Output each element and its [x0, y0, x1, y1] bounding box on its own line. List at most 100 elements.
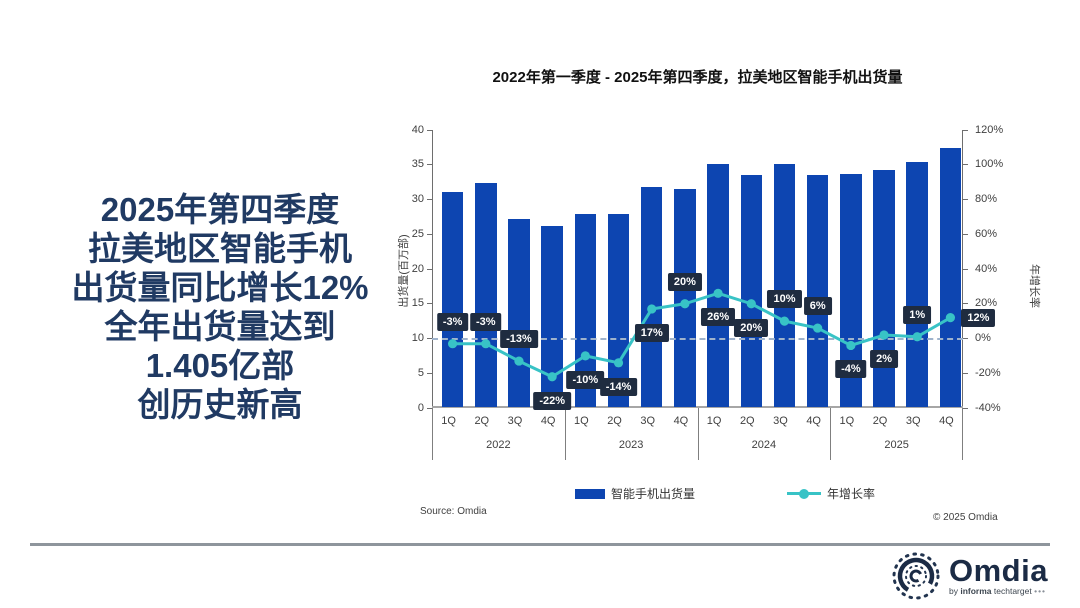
bar-2024-1Q [707, 164, 729, 407]
legend-label-shipments: 智能手机出货量 [610, 487, 695, 501]
right-axis-tick [963, 129, 968, 131]
right-axis-tick [963, 372, 968, 374]
quarter-label: 3Q [507, 415, 523, 427]
line-marker-icon [799, 488, 809, 499]
chart-legend: 智能手机出货量 年增长率 [440, 485, 1010, 502]
growth-label: -22% [533, 391, 571, 410]
growth-label: 2% [870, 350, 898, 369]
bar-2022-2Q [475, 183, 497, 407]
bar-2025-3Q [906, 162, 928, 407]
bar-2024-3Q [773, 164, 796, 407]
left-axis-tick [427, 268, 432, 270]
headline-line: 1.405亿部 [145, 347, 295, 384]
zero-growth-dashed-line [432, 337, 963, 340]
quarter-label: 1Q [839, 415, 855, 427]
growth-point [647, 304, 657, 314]
right-axis-tick-label: 40% [975, 262, 998, 275]
headline: 2025年第四季度 拉美地区智能手机 出货量同比增长12% 全年出货量达到 1.… [28, 190, 412, 424]
bar-2024-4Q [806, 174, 829, 407]
growth-label: -10% [566, 370, 605, 389]
left-axis-tick [427, 338, 432, 339]
left-axis-tick-label: 30 [411, 193, 424, 205]
headline-line: 拉美地区智能手机 [88, 230, 352, 267]
bar-2023-4Q [674, 188, 696, 407]
right-axis-tick-label: -40% [975, 401, 1001, 414]
right-axis-tick [963, 199, 968, 200]
right-axis-tick-label: 120% [975, 123, 1004, 136]
quarter-label: 2Q [739, 415, 755, 427]
quarter-label: 1Q [441, 415, 456, 427]
right-axis-tick [963, 338, 968, 339]
quarter-label: 3Q [640, 415, 656, 427]
growth-label: 20% [734, 318, 769, 337]
bar-2025-1Q [840, 174, 862, 407]
bar-2022-4Q [541, 225, 563, 407]
right-axis-tick-label: 100% [975, 158, 1004, 171]
right-axis-tick [963, 164, 968, 166]
growth-point [613, 358, 624, 368]
growth-point [514, 356, 524, 366]
left-axis-tick-label: 10 [411, 332, 424, 344]
year-label: 2022 [486, 439, 511, 451]
quarter-label: 4Q [806, 415, 821, 427]
bar-2025-2Q [873, 170, 895, 407]
year-label: 2024 [751, 439, 777, 451]
year-label: 2025 [884, 439, 909, 451]
bar-series-swatch [574, 488, 605, 499]
legend-item-growth: 年增长率 [787, 485, 875, 502]
quarter-label: 1Q [574, 415, 589, 427]
left-axis-tick-label: 15 [411, 297, 424, 310]
right-axis-tick [963, 407, 968, 409]
left-axis-tick-label: 20 [411, 262, 424, 275]
growth-point [945, 313, 956, 323]
growth-point [813, 323, 823, 333]
right-axis-tick-label: 20% [975, 297, 998, 310]
x-axis-line [432, 406, 963, 408]
legend-item-shipments: 智能手机出货量 [574, 485, 695, 502]
growth-point [746, 299, 756, 309]
year-group-separator [830, 408, 832, 460]
right-axis-tick [963, 268, 968, 270]
left-axis-tick-label: 5 [417, 366, 424, 379]
right-axis-tick-label: 80% [975, 193, 998, 205]
quarter-label: 3Q [905, 415, 921, 427]
source-note: Source: Omdia [420, 506, 487, 517]
quarter-label: 4Q [673, 415, 689, 427]
headline-line: 2025年第四季度 [100, 191, 340, 228]
legend-label-growth: 年增长率 [827, 487, 876, 501]
bar-2023-2Q [607, 213, 630, 407]
footer-divider [30, 543, 1050, 546]
growth-label: -14% [599, 377, 638, 396]
left-axis-tick-label: 25 [411, 227, 424, 240]
right-axis-tick-label: -20% [975, 366, 1001, 379]
growth-line [452, 291, 952, 379]
tagline-dots-icon: ••• [1034, 586, 1047, 596]
growth-label: -4% [835, 360, 867, 379]
quarter-label: 3Q [773, 415, 788, 427]
bar-2025-4Q [939, 147, 962, 407]
growth-point [547, 372, 557, 382]
quarter-label: 2Q [474, 415, 490, 427]
copyright-note: © 2025 Omdia [933, 512, 998, 523]
left-axis-tick-label: 0 [417, 401, 424, 414]
tagline-suffix: techtarget [993, 586, 1032, 596]
growth-label: 17% [634, 323, 669, 342]
growth-label: -3% [470, 312, 502, 331]
year-group-separator [962, 408, 963, 460]
bar-2024-2Q [740, 174, 763, 407]
left-axis-tick-label: 35 [411, 158, 424, 171]
growth-point [912, 332, 922, 342]
growth-point [481, 339, 491, 349]
left-axis-tick [427, 407, 432, 409]
quarter-label: 4Q [939, 415, 954, 427]
growth-label: 12% [961, 308, 996, 327]
omdia-logo-icon [892, 552, 940, 600]
tagline-brand: informa [960, 586, 992, 596]
bar-2023-3Q [640, 186, 663, 407]
omdia-logo: Omdia by informa techtarget ••• [891, 551, 1048, 601]
growth-point [846, 340, 856, 351]
headline-line: 创历史新高 [137, 386, 303, 423]
left-axis-tick [427, 303, 432, 305]
right-axis-tick-label: 60% [975, 227, 998, 240]
